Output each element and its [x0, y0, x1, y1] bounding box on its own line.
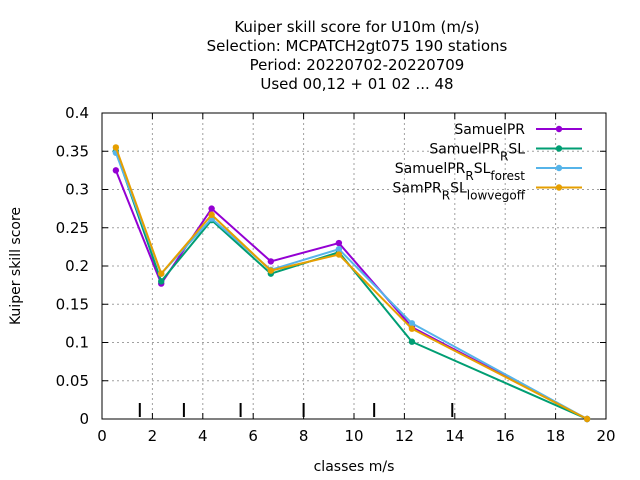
legend-label: SamuelPRRSL — [429, 142, 525, 164]
series-4 — [112, 144, 591, 423]
legend-swatch-point — [555, 184, 563, 191]
legend-entry-3: SamuelPRRSLforest — [395, 161, 582, 183]
legend: SamuelPR SamuelPRRSLSamuelPRRSLforestSamP… — [392, 122, 582, 203]
x-tick-label: 6 — [248, 427, 258, 445]
x-tick-label: 4 — [198, 427, 208, 445]
y-tick-label: 0.05 — [56, 372, 89, 390]
chart-title-line-1: Kuiper skill score for U10m (m/s) — [234, 18, 479, 36]
axes-layer: 0 2 4 6 8 10 12 14 16 18 20 0 0.05 0.1 0.15 0.2 0.25 0.3 0… — [56, 104, 616, 445]
data-point — [158, 270, 165, 277]
legend-label: SamuelPRRSLforest — [395, 161, 526, 183]
x-tick-label: 0 — [97, 427, 107, 445]
chart-title-line-4: Used 00,12 + 01 02 ... 48 — [260, 75, 453, 93]
x-tick-label: 14 — [445, 427, 464, 445]
x-tick-label: 18 — [546, 427, 565, 445]
y-tick-label: 0.35 — [56, 142, 89, 160]
y-tick-label: 0.1 — [65, 334, 89, 352]
data-point — [208, 211, 215, 218]
legend-swatch-point — [555, 125, 563, 133]
x-tick-label: 16 — [496, 427, 515, 445]
data-point — [408, 325, 416, 332]
data-point — [267, 267, 275, 274]
x-axis-label: classes m/s — [314, 459, 395, 475]
data-point — [335, 245, 343, 253]
x-tick-label: 12 — [395, 427, 414, 445]
y-axis-label: Kuiper skill score — [8, 207, 24, 325]
y-tick-label: 0.4 — [65, 104, 89, 122]
y-tick-label: 0.25 — [56, 219, 89, 237]
x-tick-label: 2 — [148, 427, 158, 445]
data-point — [208, 205, 215, 212]
data-point — [158, 278, 165, 285]
x-tick-label: 8 — [299, 427, 309, 445]
data-point — [408, 338, 416, 345]
legend-label: SamPRRSLlowvegoff — [392, 181, 525, 203]
x-tick-label: 20 — [596, 427, 615, 445]
data-point — [112, 167, 120, 174]
y-tick-label: 0.15 — [56, 295, 89, 313]
data-point — [267, 258, 275, 265]
y-tick-label: 0 — [79, 410, 89, 428]
legend-entry-4: SamPRRSLlowvegoff — [392, 181, 582, 203]
data-point — [335, 251, 343, 258]
legend-swatch-point — [555, 164, 563, 172]
data-point — [408, 320, 416, 327]
x-tick-label: 10 — [344, 427, 363, 445]
chart-title-line-3: Period: 20220702-20220709 — [250, 56, 465, 74]
data-point — [583, 415, 591, 423]
data-point — [335, 239, 343, 247]
data-point — [112, 144, 120, 151]
y-tick-label: 0.2 — [65, 257, 89, 275]
legend-entry-2: SamuelPRRSL — [429, 142, 582, 164]
chart-title-line-2: Selection: MCPATCH2gt075 190 stations — [207, 37, 508, 55]
grid-layer — [102, 113, 606, 419]
legend-label: SamuelPR — [454, 122, 525, 138]
series-layer — [112, 144, 591, 423]
legend-swatch-point — [555, 145, 563, 152]
y-tick-label: 0.3 — [65, 181, 89, 199]
legend-entry-1: SamuelPR — [454, 122, 582, 138]
